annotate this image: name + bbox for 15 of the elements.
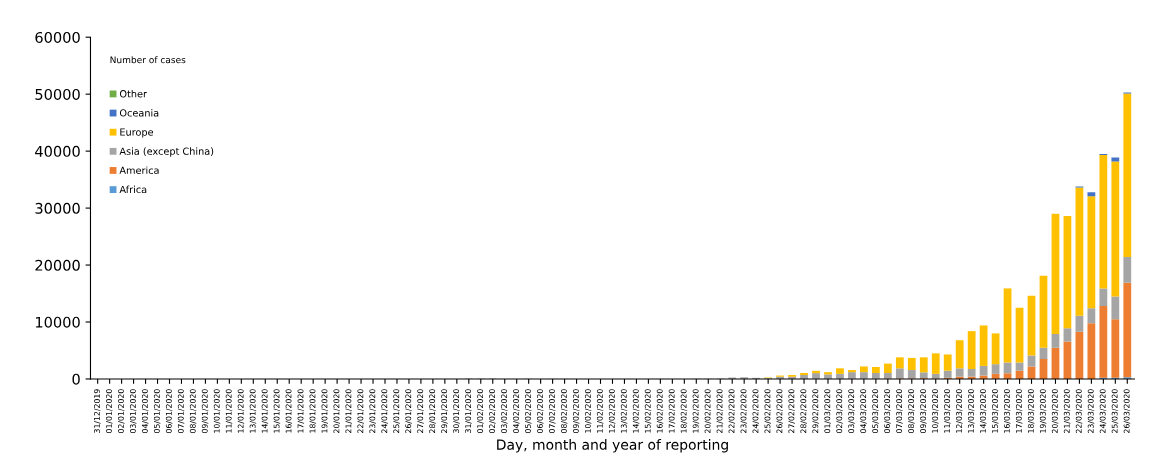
y-tick-label: 20000 [35, 259, 80, 271]
y-tick-label: 50000 [35, 88, 80, 100]
legend-label: America [119, 166, 159, 174]
legend-title: Number of cases [110, 56, 186, 64]
y-tick-label: 0 [72, 373, 80, 385]
legend-label: Africa [119, 185, 147, 194]
legend-label: Oceania [119, 109, 159, 117]
x-axis-title: Day, month and year of reporting [497, 439, 728, 453]
y-tick-label: 40000 [35, 145, 80, 157]
y-tick-label: 10000 [35, 316, 80, 328]
legend-label: Asia (except China) [119, 147, 214, 157]
legend-label: Other [119, 89, 147, 98]
y-tick-label: 30000 [35, 202, 80, 214]
legend-label: Europe [120, 128, 154, 138]
y-tick-label: 60000 [35, 31, 80, 43]
